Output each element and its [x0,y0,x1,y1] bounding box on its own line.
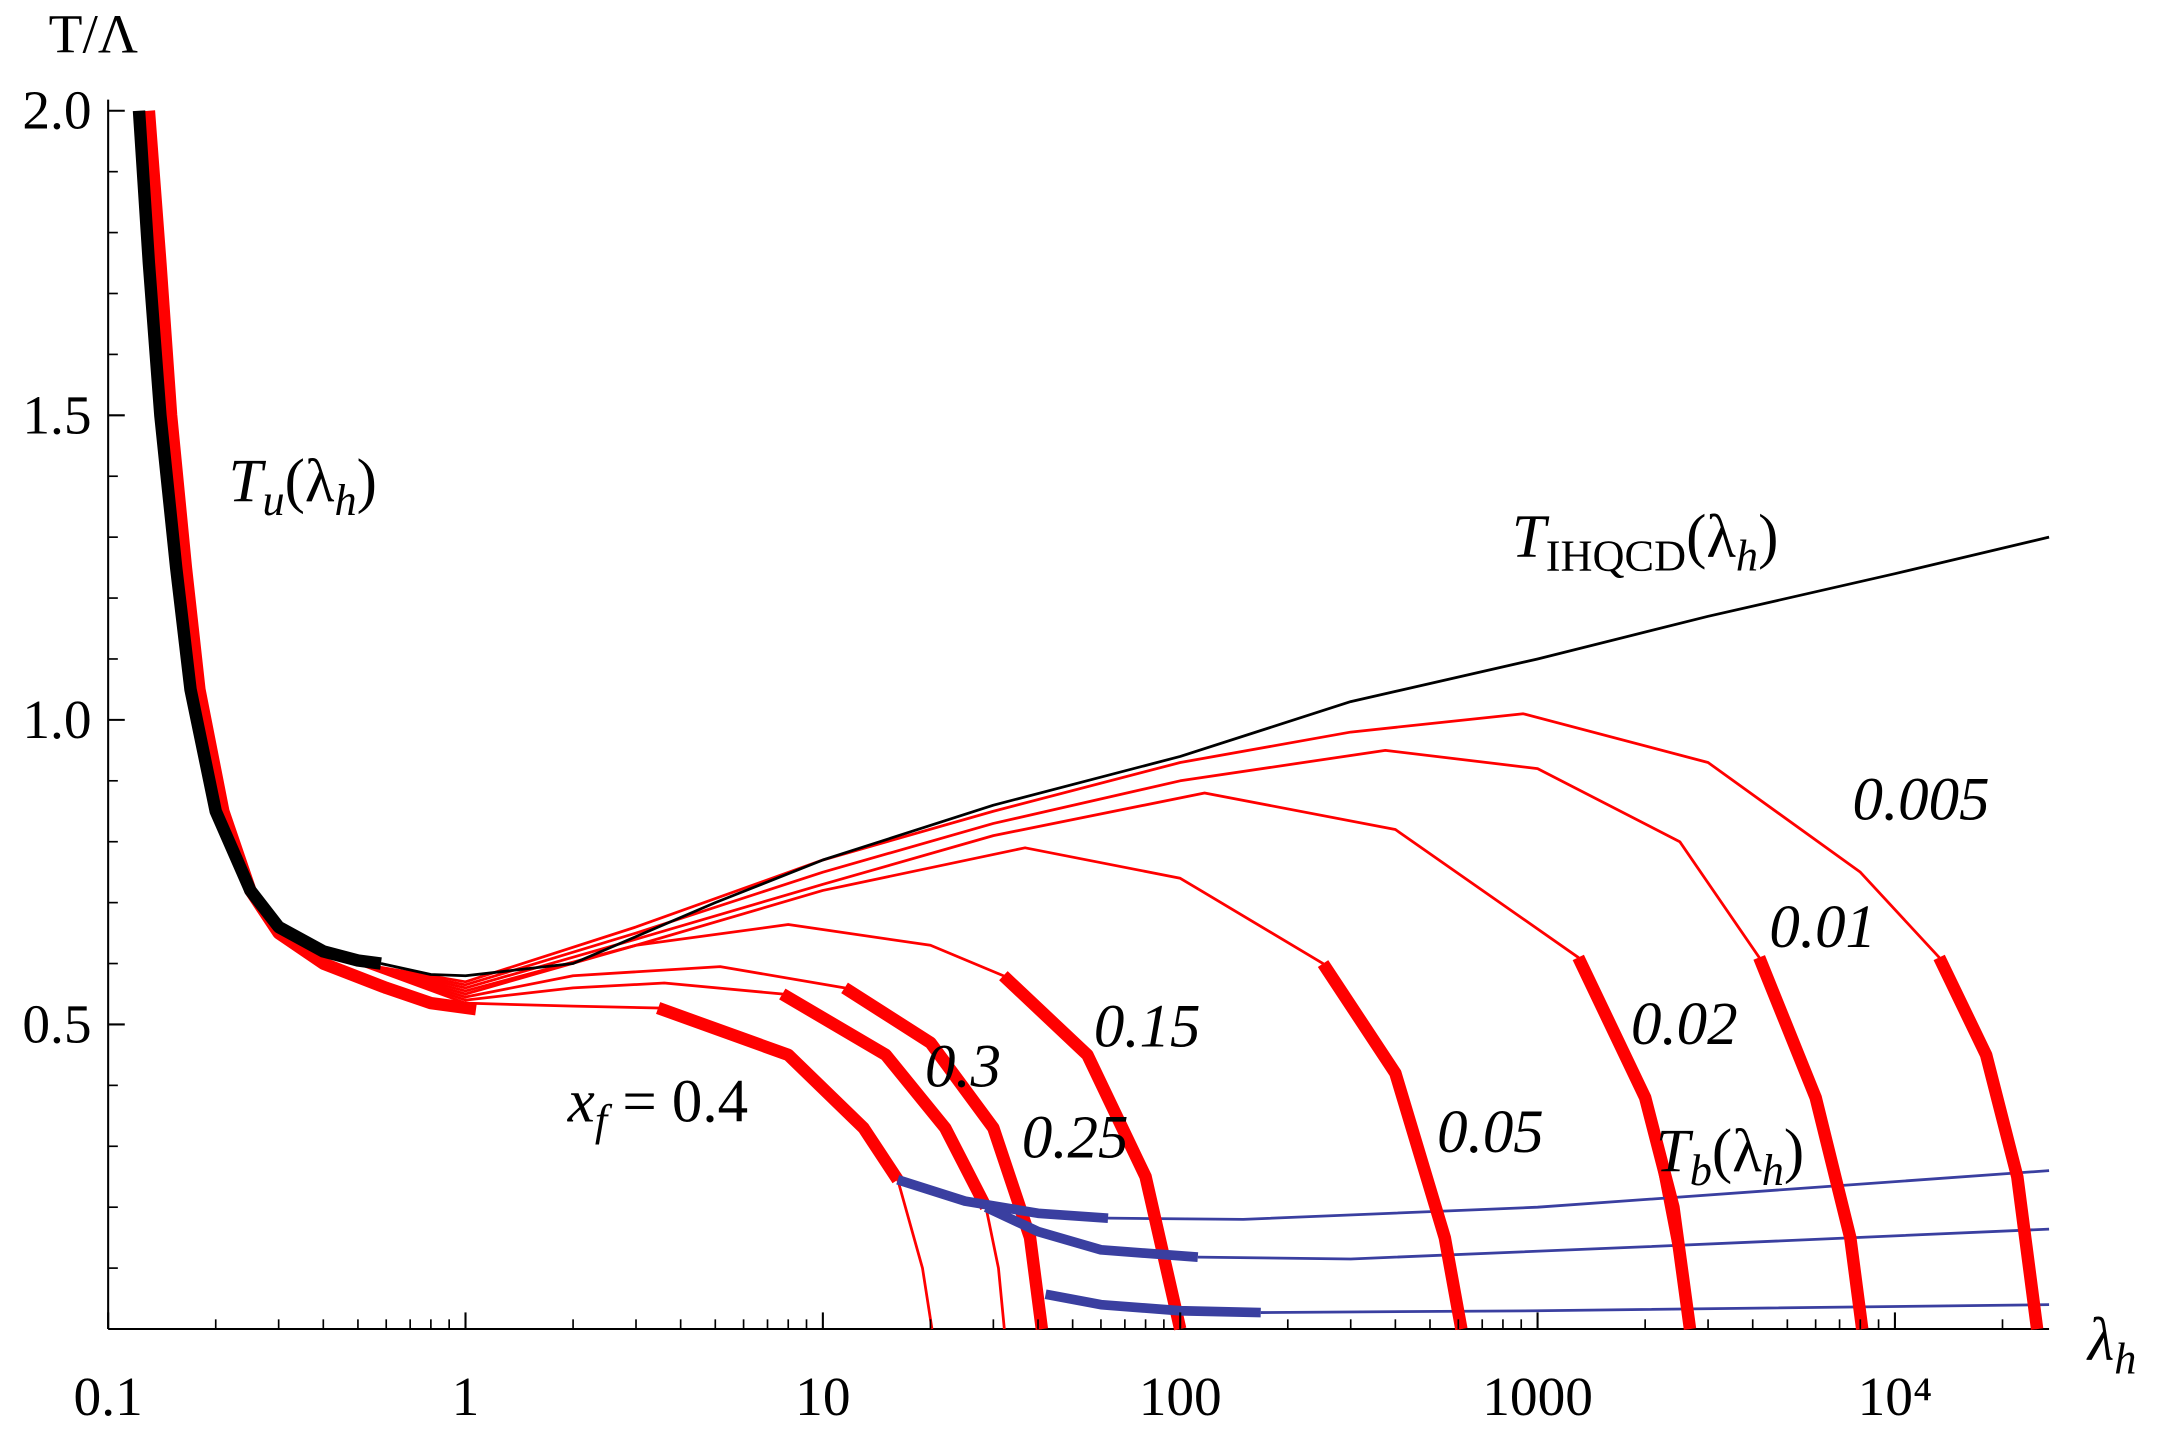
x-tick-label: 1 [452,1366,480,1427]
label-part: T [1656,1118,1694,1185]
y-axis-label: T/Λ [49,4,138,65]
x-axis-label: λh [2086,1306,2137,1383]
annotation: 0.15 [1094,994,1201,1061]
annotation: Tu(λh) [229,448,377,525]
label-part: 0.15 [1094,994,1201,1061]
label-part: = 0.4 [607,1068,748,1135]
label-part: h [334,476,356,525]
annotation: 0.01 [1769,894,1876,961]
annotation: 0.005 [1852,767,1989,834]
label-part: 0.01 [1769,894,1876,961]
curve [841,982,1049,1330]
x-tick-label: 10⁴ [1858,1366,1933,1427]
label-part: λ [2086,1306,2114,1373]
x-tick-label: 100 [1139,1366,1222,1427]
y-tick-label: 1.0 [22,689,91,750]
curve [1753,955,1869,1330]
label-part: (λ [285,448,335,515]
curve [357,962,934,1330]
curve [1197,1227,2050,1261]
label-part: u [262,476,284,525]
curve [779,988,992,1211]
label-part: h [1762,1146,1784,1195]
curve [1317,960,1468,1331]
annotation: 0.02 [1631,991,1738,1058]
label-part: 0.05 [1437,1099,1544,1166]
curve [380,535,2050,978]
label-part: 0.005 [1852,767,1989,834]
curve [142,110,477,1016]
annotation: TIHQCD(λh) [1512,504,1778,581]
curve [1572,954,1697,1330]
label-part: h [1736,531,1758,580]
curve [983,1202,1199,1262]
x-tick-label: 1000 [1482,1366,1593,1427]
curve [1260,1303,2050,1314]
annotation: 0.3 [925,1034,1001,1101]
label-part: h [2114,1334,2136,1383]
curve [1108,1169,2050,1221]
x-tick-label: 0.1 [74,1366,143,1427]
y-tick-label: 1.5 [22,384,91,445]
curve [896,1175,1109,1223]
x-tick-label: 10 [795,1366,850,1427]
curve [1044,1289,1261,1318]
label-part: x [567,1068,595,1135]
label-part: ) [357,448,377,515]
annotation: 0.05 [1437,1099,1544,1166]
label-part: (λ [1712,1118,1762,1185]
curve [132,110,382,970]
label-part: T [229,448,267,515]
label-part: 0.02 [1631,991,1738,1058]
y-tick-label: 2.0 [22,80,91,141]
label-part: ) [1758,504,1778,571]
label-part: ) [1784,1118,1804,1185]
label-part: T [1512,504,1550,571]
y-tick-label: 0.5 [22,993,91,1054]
label-part: 0.3 [925,1034,1001,1101]
annotation: xf = 0.4 [567,1068,748,1145]
label-part: 0.25 [1022,1104,1129,1171]
annotation: 0.25 [1022,1104,1129,1171]
curve [656,1002,903,1184]
label-part: IHQCD [1546,531,1686,580]
label-part: (λ [1686,504,1736,571]
annotation: Tb(λh) [1656,1118,1804,1195]
curve [357,791,1692,1330]
curve [1933,954,2044,1330]
label-part: b [1690,1146,1712,1195]
